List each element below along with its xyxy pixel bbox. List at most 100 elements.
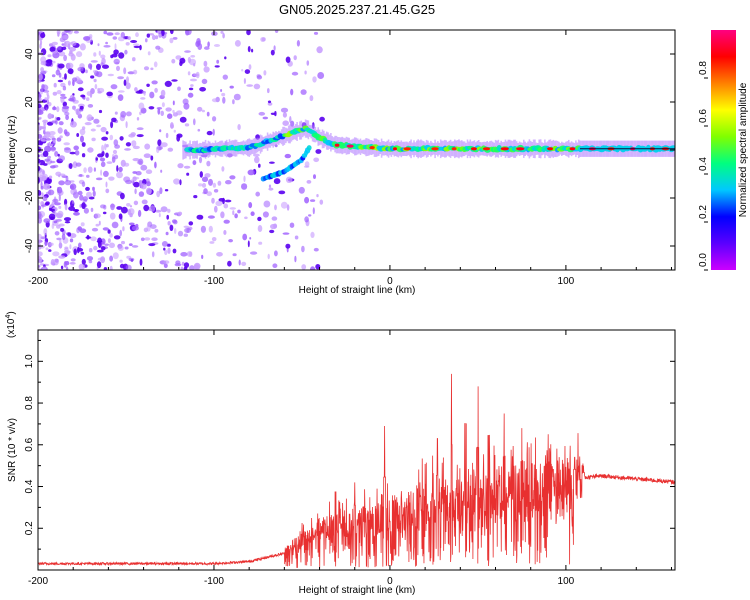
noise-blob [158, 32, 162, 38]
noise-blob [172, 100, 175, 106]
noise-blob [114, 32, 120, 36]
noise-blob [154, 87, 158, 93]
colorbar-ticks: 0.0 0.2 0.4 0.6 0.8 [698, 61, 709, 271]
noise-blob [176, 134, 181, 142]
noise-blob [64, 131, 70, 137]
noise-blob [38, 251, 43, 257]
noise-blob [65, 114, 69, 121]
noise-blob [296, 40, 300, 47]
noise-blob [251, 48, 254, 53]
noise-blob [183, 262, 190, 268]
noise-blob [188, 58, 197, 66]
noise-blob [100, 256, 106, 264]
noise-blob [105, 152, 109, 158]
noise-blob [126, 203, 131, 207]
noise-blob [136, 127, 144, 131]
noise-blob [48, 175, 53, 179]
spectrogram-noise [38, 30, 325, 270]
noise-blob [209, 241, 215, 244]
noise-blob [70, 258, 76, 262]
noise-blob [195, 41, 200, 47]
noise-blob [155, 45, 161, 50]
noise-blob [127, 36, 131, 41]
noise-blob [223, 203, 229, 209]
ridge-peak [516, 147, 525, 151]
noise-blob [75, 162, 82, 167]
noise-blob [229, 207, 236, 210]
noise-blob [52, 91, 58, 96]
noise-blob [312, 76, 317, 83]
noise-blob [73, 191, 79, 199]
noise-blob [263, 70, 267, 76]
noise-blob [38, 217, 42, 224]
noise-blob [146, 224, 151, 232]
noise-blob [96, 261, 102, 269]
noise-blob [250, 211, 255, 216]
noise-blob [310, 231, 315, 238]
noise-blob [124, 148, 131, 151]
noise-blob [46, 94, 50, 100]
noise-blob [116, 165, 119, 172]
noise-blob [206, 160, 211, 167]
noise-blob [149, 205, 156, 212]
noise-blob [280, 107, 289, 113]
snr-xlabel: Height of straight line (km) [299, 585, 416, 596]
noise-blob [58, 255, 66, 259]
noise-blob [111, 117, 117, 123]
noise-blob [38, 190, 42, 197]
noise-blob [273, 178, 281, 185]
noise-blob [312, 207, 315, 215]
noise-blob [45, 138, 51, 141]
noise-blob [199, 87, 207, 92]
noise-blob [146, 33, 150, 38]
noise-blob [58, 155, 65, 162]
noise-blob [141, 199, 148, 205]
noise-blob [38, 131, 41, 134]
y-tick-label: 20 [24, 96, 35, 108]
x-tick-label: 100 [558, 276, 575, 287]
noise-blob [232, 99, 235, 105]
noise-blob [173, 129, 176, 133]
noise-blob [101, 144, 105, 152]
noise-blob [118, 52, 125, 59]
noise-blob [70, 54, 76, 61]
noise-blob [65, 266, 69, 270]
noise-blob [103, 170, 109, 177]
noise-blob [170, 30, 174, 35]
noise-blob [104, 243, 109, 246]
noise-blob [77, 67, 84, 72]
noise-blob [237, 209, 241, 214]
noise-blob [79, 105, 84, 110]
noise-blob [160, 206, 168, 213]
noise-blob [223, 219, 230, 224]
noise-blob [128, 133, 136, 138]
noise-blob [50, 146, 56, 151]
noise-blob [138, 158, 144, 166]
noise-blob [169, 224, 174, 231]
noise-blob [46, 92, 49, 96]
noise-blob [72, 200, 74, 204]
noise-blob [52, 164, 59, 168]
noise-blob [317, 72, 325, 79]
noise-blob [273, 223, 278, 229]
spectrogram-ridge [182, 119, 675, 182]
ridge-peak [393, 147, 397, 151]
noise-blob [39, 88, 44, 95]
noise-blob [133, 69, 138, 75]
noise-blob [300, 89, 307, 95]
noise-blob [56, 30, 61, 35]
noise-blob [97, 87, 105, 93]
noise-blob [244, 216, 248, 220]
noise-blob [144, 143, 151, 150]
noise-blob [56, 90, 62, 95]
noise-blob [117, 76, 124, 80]
noise-blob [148, 243, 156, 247]
noise-blob [114, 111, 118, 115]
noise-blob [304, 161, 310, 168]
noise-blob [306, 60, 310, 66]
noise-blob [206, 111, 210, 117]
noise-blob [109, 212, 116, 220]
noise-blob [257, 216, 262, 222]
noise-blob [56, 224, 61, 229]
noise-blob [93, 118, 100, 124]
